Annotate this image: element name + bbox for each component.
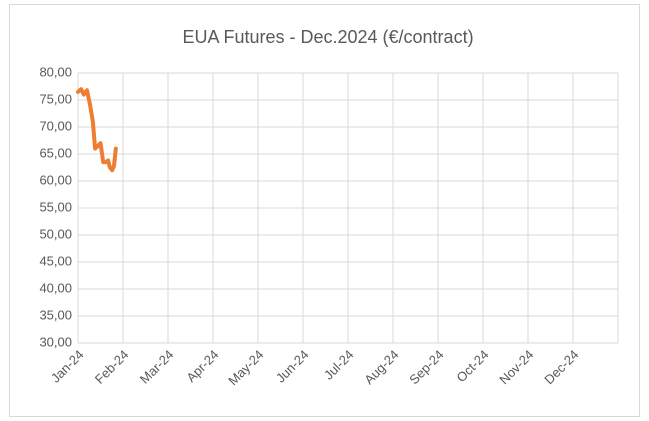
y-tick-label: 30,00 <box>39 334 72 349</box>
y-tick-label: 70,00 <box>39 118 72 133</box>
y-tick-label: 35,00 <box>39 307 72 322</box>
series-line <box>76 87 118 173</box>
y-tick-label: 50,00 <box>39 226 72 241</box>
chart-frame <box>9 4 640 417</box>
y-tick-label: 65,00 <box>39 145 72 160</box>
chart-title: EUA Futures - Dec.2024 (€/contract) <box>182 27 473 47</box>
y-tick-label: 55,00 <box>39 199 72 214</box>
y-tick-label: 45,00 <box>39 253 72 268</box>
y-tick-label: 40,00 <box>39 280 72 295</box>
y-tick-label: 75,00 <box>39 91 72 106</box>
y-tick-label: 60,00 <box>39 172 72 187</box>
y-tick-label: 80,00 <box>39 64 72 79</box>
